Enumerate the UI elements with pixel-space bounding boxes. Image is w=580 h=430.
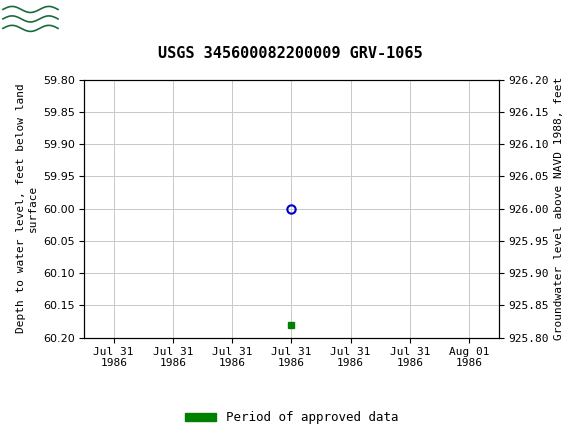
- Text: USGS 345600082200009 GRV-1065: USGS 345600082200009 GRV-1065: [158, 46, 422, 61]
- Legend: Period of approved data: Period of approved data: [180, 406, 403, 429]
- Bar: [3, 3, 58, 35]
- Y-axis label: Groundwater level above NAVD 1988, feet: Groundwater level above NAVD 1988, feet: [554, 77, 564, 340]
- Y-axis label: Depth to water level, feet below land
surface: Depth to water level, feet below land su…: [16, 84, 38, 333]
- Text: USGS: USGS: [67, 9, 130, 29]
